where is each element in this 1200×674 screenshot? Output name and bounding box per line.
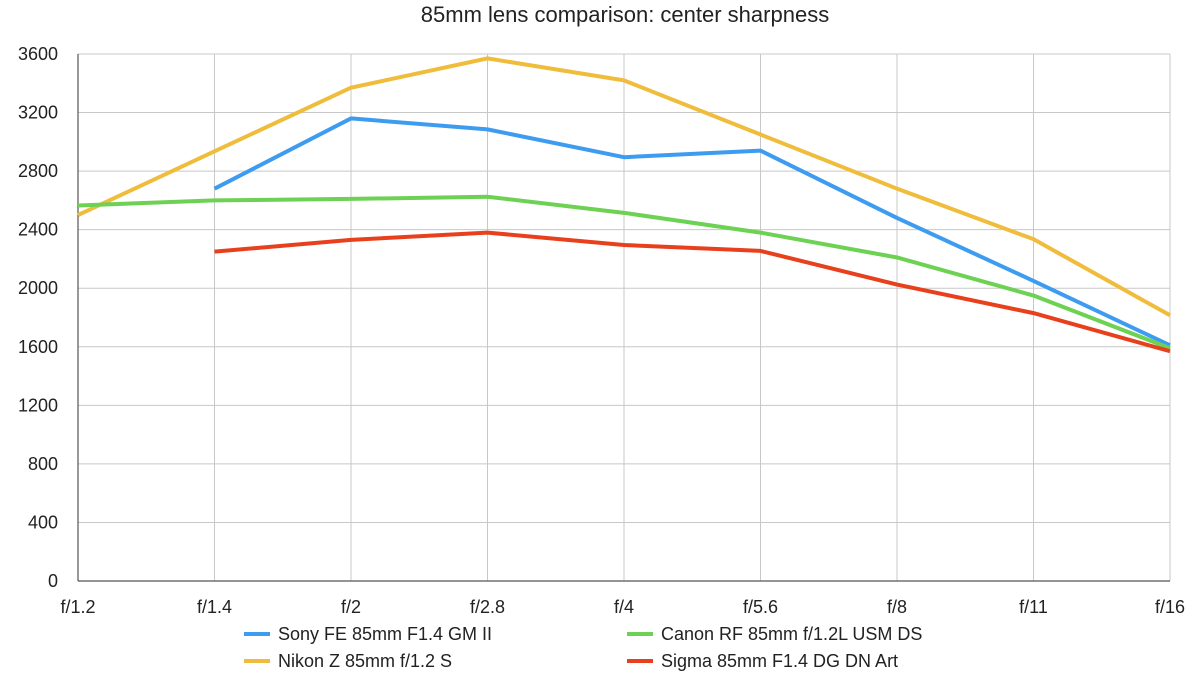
y-tick-label: 2000	[18, 278, 58, 298]
x-tick-label: f/2.8	[470, 597, 505, 617]
x-tick-label: f/1.2	[60, 597, 95, 617]
legend: Sony FE 85mm F1.4 GM II Nikon Z 85mm f/1.…	[244, 624, 922, 671]
axes: 0 400 800 1200 1600 2000 2400 2800 3200 3600 f/1.2…	[18, 44, 1185, 617]
x-tick-label: f/1.4	[197, 597, 232, 617]
series-line-3	[77, 194, 1171, 351]
y-tick-label: 3200	[18, 103, 58, 123]
x-tick-label: f/4	[614, 597, 634, 617]
y-tick-label: 400	[28, 512, 58, 532]
y-tick-label: 1600	[18, 337, 58, 357]
series-line-1	[213, 116, 1171, 348]
series-line-2	[77, 56, 1171, 318]
chart-title: 85mm lens comparison: center sharpness	[421, 2, 829, 27]
x-tick-label: f/5.6	[743, 597, 778, 617]
y-tick-label: 3600	[18, 44, 58, 64]
legend-label: Sony FE 85mm F1.4 GM II	[278, 624, 492, 644]
x-tick-label: f/2	[341, 597, 361, 617]
x-tick-label: f/16	[1155, 597, 1185, 617]
y-tick-label: 0	[48, 571, 58, 591]
x-tick-label: f/11	[1019, 597, 1048, 617]
legend-label: Sigma 85mm F1.4 DG DN Art	[661, 651, 898, 671]
legend-label: Nikon Z 85mm f/1.2 S	[278, 651, 452, 671]
y-tick-label: 2400	[18, 220, 58, 240]
y-tick-label: 800	[28, 454, 58, 474]
y-tick-label: 1200	[18, 395, 58, 415]
legend-label: Canon RF 85mm f/1.2L USM DS	[661, 624, 922, 644]
y-tick-label: 2800	[18, 161, 58, 181]
series-line-4	[214, 230, 1171, 354]
series-lines	[77, 56, 1171, 354]
x-tick-label: f/8	[887, 597, 907, 617]
grid	[77, 53, 1171, 582]
